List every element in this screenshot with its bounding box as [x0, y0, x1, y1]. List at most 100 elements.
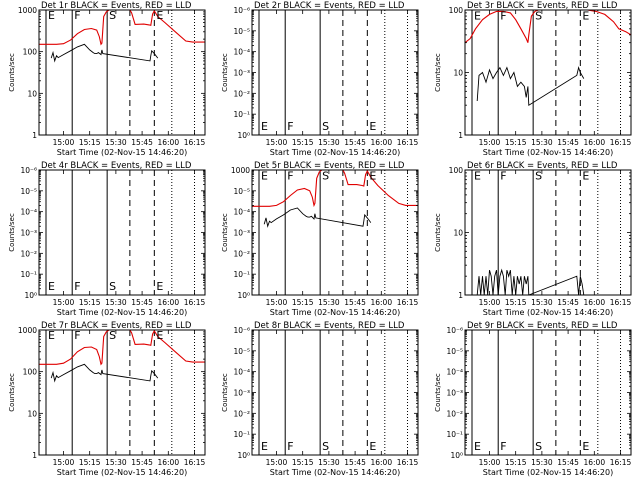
marker-label: F: [74, 9, 80, 22]
panel-title: Det 8r BLACK = Events, RED = LLD: [254, 321, 405, 331]
y-tick-label: 10⁻⁵: [233, 187, 250, 196]
y-tick-label: 10⁻³: [446, 389, 463, 398]
axes-frame: [464, 9, 632, 136]
y-tick-label: 10⁻²: [233, 249, 250, 258]
marker-label: E: [369, 440, 376, 453]
x-tick-label: 15:15: [292, 138, 314, 147]
y-tick-label: 1000: [18, 6, 37, 15]
plot-area: [465, 170, 631, 295]
y-axis-label: Counts/sec: [221, 373, 229, 412]
x-tick-label: 15:45: [557, 298, 579, 307]
x-axis-label: Start Time (02-Nov-15 14:46:20): [57, 308, 187, 317]
marker-label: E: [369, 170, 376, 183]
marker-label: E: [474, 169, 481, 182]
axes-frame: [464, 329, 632, 456]
x-axis-label: Start Time (02-Nov-15 14:46:20): [483, 468, 613, 477]
axes-frame: [38, 329, 206, 456]
series-events: [263, 207, 372, 228]
marker-label: S: [109, 9, 116, 22]
x-tick-label: 15:45: [344, 298, 366, 307]
x-axis-label: Start Time (02-Nov-15 14:46:20): [483, 308, 613, 317]
marker-label: S: [109, 329, 116, 342]
x-tick-label: 15:00: [53, 138, 75, 147]
marker-label: F: [287, 170, 293, 183]
y-tick-label: 1: [458, 291, 463, 300]
y-tick-label: 10⁻⁶: [233, 326, 250, 335]
y-tick-label: 10⁻²: [233, 89, 250, 98]
x-tick-label: 16:15: [184, 298, 206, 307]
x-tick-label: 15:30: [531, 458, 553, 467]
x-tick-label: 16:00: [583, 458, 605, 467]
y-tick-label: 10⁻⁶: [446, 326, 463, 335]
y-tick-label: 1000: [18, 326, 37, 335]
y-tick-label: 10⁰: [237, 291, 250, 300]
y-tick-label: 10⁻²: [20, 249, 37, 258]
marker-label: E: [156, 280, 163, 293]
x-tick-label: 16:00: [370, 138, 392, 147]
y-tick-label: 1000: [231, 166, 250, 175]
y-tick-label: 10⁻⁵: [446, 347, 463, 356]
x-tick-label: 16:15: [610, 138, 632, 147]
marker-label: E: [48, 9, 55, 22]
x-tick-label: 16:00: [583, 298, 605, 307]
marker-label: E: [474, 440, 481, 453]
y-tick-label: 10⁻⁵: [233, 27, 250, 36]
y-tick-label: 10⁻³: [233, 69, 250, 78]
x-tick-label: 15:45: [131, 298, 153, 307]
x-tick-label: 16:15: [397, 138, 419, 147]
series-events: [50, 43, 159, 63]
y-tick-label: 10⁻⁴: [233, 208, 250, 217]
x-tick-label: 15:45: [131, 138, 153, 147]
y-tick-label: 1: [32, 131, 37, 140]
panel-4: Det 4r BLACK = Events, RED = LLD E F S E 10⁰ 1…: [8, 161, 206, 317]
y-tick-label: 10⁰: [237, 451, 250, 460]
panel-title: Det 5r BLACK = Events, RED = LLD: [254, 161, 405, 171]
marker-label: S: [109, 280, 116, 293]
series-events: [476, 268, 585, 295]
axes-frame: [464, 169, 632, 296]
y-tick-label: 1: [458, 131, 463, 140]
marker-label: E: [156, 9, 163, 22]
x-axis-label: Start Time (02-Nov-15 14:46:20): [270, 308, 400, 317]
x-tick-label: 16:15: [184, 138, 206, 147]
series-lld: [39, 10, 205, 46]
y-tick-label: 10⁻¹: [20, 270, 37, 279]
panel-title: Det 9r BLACK = Events, RED = LLD: [467, 321, 618, 331]
marker-label: E: [156, 329, 163, 342]
y-tick-label: 10⁻⁴: [233, 368, 250, 377]
series-events: [476, 65, 585, 106]
plot-area: [465, 10, 631, 135]
x-axis-label: Start Time (02-Nov-15 14:46:20): [57, 468, 187, 477]
x-tick-label: 15:00: [479, 298, 501, 307]
axes-frame: [38, 169, 206, 296]
x-tick-label: 15:00: [479, 138, 501, 147]
y-tick-label: 10⁻²: [446, 409, 463, 418]
y-axis-label: Counts/sec: [434, 373, 442, 412]
marker-label: F: [500, 9, 506, 22]
x-tick-label: 15:30: [318, 458, 340, 467]
y-tick-label: 10⁻⁵: [20, 187, 37, 196]
y-tick-label: 10⁻¹: [233, 270, 250, 279]
y-tick-label: 10⁻¹: [446, 430, 463, 439]
y-tick-label: 10⁻⁴: [233, 48, 250, 57]
y-axis-label: Counts/sec: [8, 213, 16, 252]
marker-label: S: [322, 170, 329, 183]
x-tick-label: 16:15: [397, 458, 419, 467]
y-tick-label: 10⁻³: [20, 229, 37, 238]
marker-label: E: [582, 169, 589, 182]
series-lld: [252, 170, 418, 208]
plot-area: [39, 10, 205, 135]
x-tick-label: 15:00: [53, 458, 75, 467]
x-tick-label: 15:00: [266, 138, 288, 147]
marker-label: S: [322, 440, 329, 453]
y-tick-label: 10⁻¹: [233, 430, 250, 439]
x-tick-label: 15:15: [79, 458, 101, 467]
plot-area: [258, 330, 409, 455]
y-axis-label: Counts/sec: [221, 213, 229, 252]
y-axis-label: Counts/sec: [434, 53, 442, 92]
marker-label: S: [535, 440, 542, 453]
x-tick-label: 16:15: [184, 458, 206, 467]
